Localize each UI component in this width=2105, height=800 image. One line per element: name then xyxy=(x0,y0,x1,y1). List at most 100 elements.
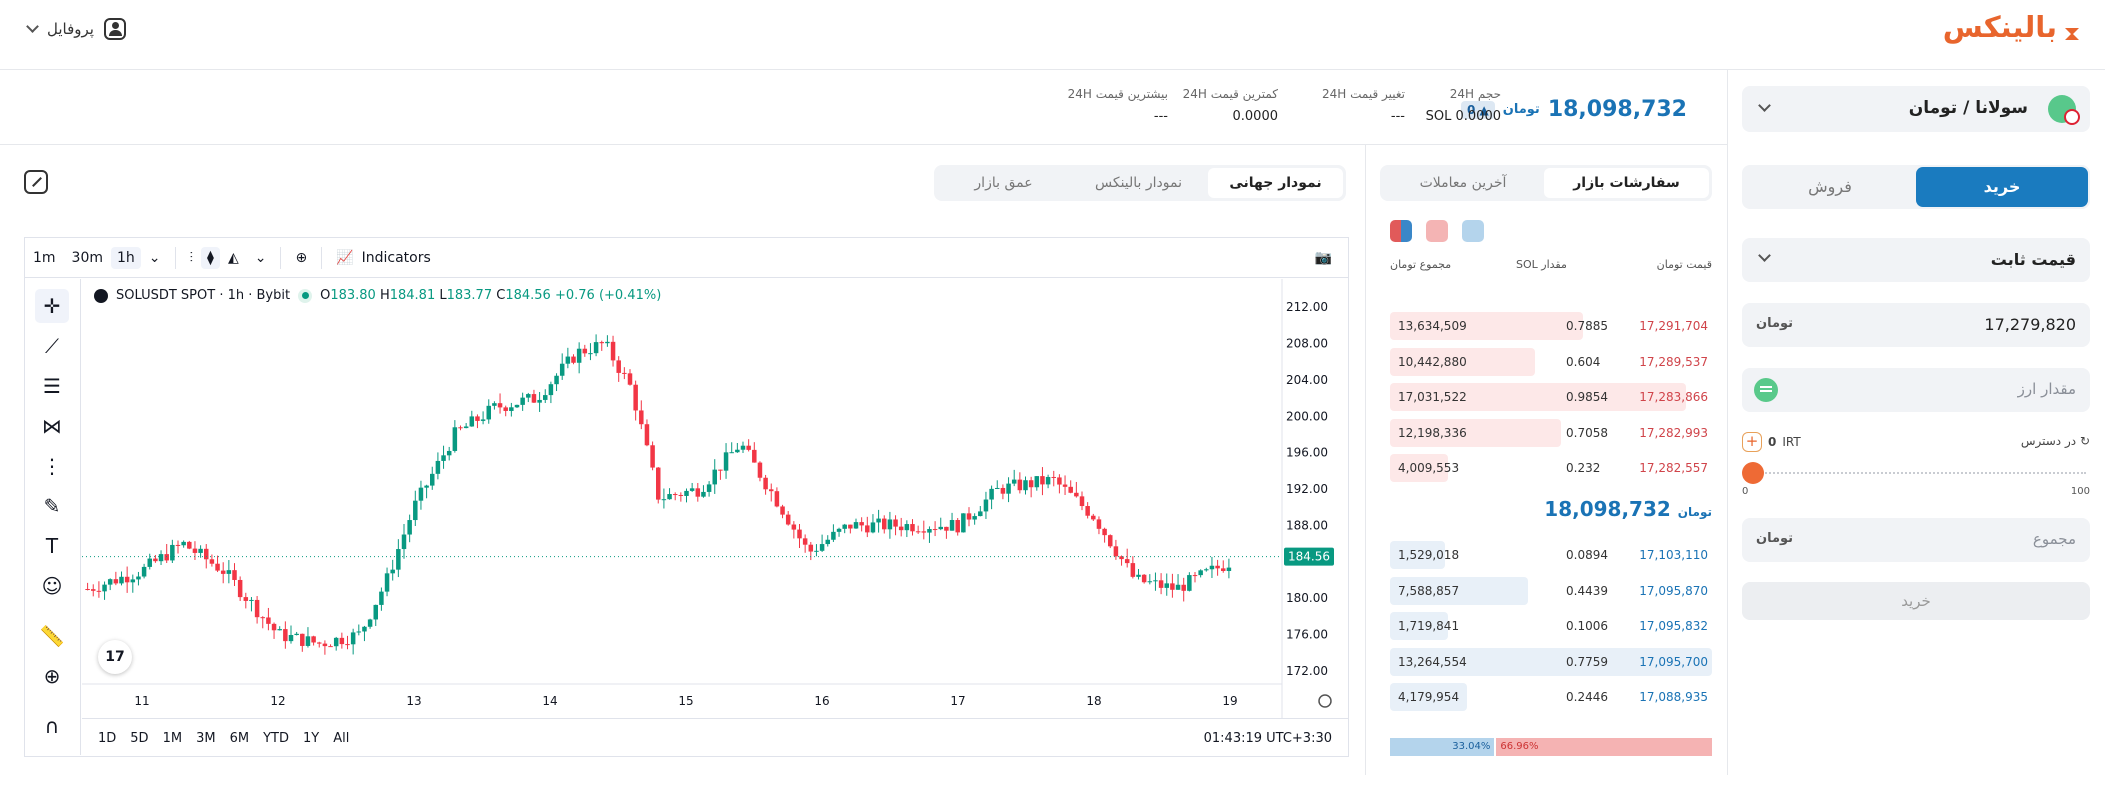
candle-body xyxy=(1130,563,1136,577)
candle-body xyxy=(1085,506,1090,516)
tab-market-depth[interactable]: عمق بازار xyxy=(974,175,1033,191)
amount-slider[interactable]: 0 100 xyxy=(1742,462,2090,497)
candle-body xyxy=(848,524,853,529)
view-asks-icon[interactable] xyxy=(1426,220,1448,242)
profile-label: پروفایل xyxy=(47,20,94,38)
candle-body xyxy=(972,516,977,520)
tab-balinex-chart[interactable]: نمودار بالینکس xyxy=(1094,175,1182,191)
symbol-label[interactable]: SOLUSDT SPOT · 1h · Bybit xyxy=(116,288,291,303)
ask-row[interactable]: 17,291,704 0.7885 13,634,509 xyxy=(1390,312,1712,340)
candle-body xyxy=(825,539,830,545)
trendline-icon[interactable]: ⟋ xyxy=(45,334,59,358)
ask-row[interactable]: 17,282,557 0.232 4,009,553 xyxy=(1390,454,1712,482)
logo[interactable]: بالینکس xyxy=(1943,10,2083,44)
range-buttons: 1D 5D 1M 3M 6M YTD 1Y All xyxy=(98,731,349,746)
total-input[interactable]: مجموع تومان xyxy=(1742,518,2090,562)
candle-body xyxy=(1023,480,1028,491)
refresh-icon[interactable]: ↻ xyxy=(2079,434,2090,448)
fib-icon[interactable]: ⋮ xyxy=(42,454,62,478)
range-ytd[interactable]: YTD xyxy=(263,731,289,746)
tab-sell[interactable]: فروش xyxy=(1808,177,1852,196)
candle-body xyxy=(396,549,401,570)
y-tick-label: 172.00 xyxy=(1286,664,1328,678)
range-1d[interactable]: 1D xyxy=(98,731,117,746)
expand-icon[interactable] xyxy=(24,170,48,194)
sell-ratio: 66.96% xyxy=(1496,738,1712,756)
candle-body xyxy=(418,487,424,501)
text-icon[interactable]: T xyxy=(45,534,59,558)
y-tick-label: 176.00 xyxy=(1286,627,1328,641)
bar-chart-icon[interactable]: ⫶ xyxy=(189,249,194,266)
range-all[interactable]: All xyxy=(333,731,350,746)
add-compare-icon[interactable]: ⊕ xyxy=(295,249,308,266)
area-chart-icon[interactable]: ◭ xyxy=(227,249,239,266)
amount-input[interactable]: مقدار ارز xyxy=(1742,368,2090,412)
candle-body xyxy=(187,541,192,549)
interval-30m[interactable]: 30m xyxy=(71,249,103,266)
interval-dropdown-icon[interactable]: ⌄ xyxy=(148,249,161,266)
candles-icon[interactable]: ⧫ xyxy=(201,246,220,269)
order-type-select[interactable]: قیمت ثابت xyxy=(1742,238,2090,282)
candle-body xyxy=(119,576,124,584)
candle-body xyxy=(1062,484,1068,487)
camera-icon[interactable]: 📷 xyxy=(1314,249,1332,266)
candle-body xyxy=(571,356,576,363)
candle-body xyxy=(1158,580,1164,588)
utc-clock[interactable]: 01:43:19 UTC+3:30 xyxy=(1203,731,1332,746)
magnet-icon[interactable]: ∩ xyxy=(44,714,60,738)
price-chart[interactable]: 212.00 208.00 204.00 200.00 196.00 192.00 188.… xyxy=(82,279,1348,718)
brush-icon[interactable]: ✎ xyxy=(43,494,61,518)
tab-buy[interactable]: خرید xyxy=(1916,167,2088,207)
interval-1h[interactable]: 1h xyxy=(111,246,141,269)
candle-body xyxy=(729,452,734,454)
slider-handle[interactable] xyxy=(1742,462,1764,484)
pair-selector[interactable]: سولانا / تومان xyxy=(1742,86,2090,132)
range-3m[interactable]: 3M xyxy=(196,731,216,746)
tab-last-trades[interactable]: آخرین معاملات xyxy=(1419,175,1507,191)
range-6m[interactable]: 6M xyxy=(229,731,250,746)
ask-row[interactable]: 17,289,537 0.604 10,442,880 xyxy=(1390,347,1712,376)
ask-amount: 0.604 xyxy=(1566,354,1601,369)
candle-body xyxy=(407,520,412,535)
bid-row[interactable]: 17,103,110 0.0894 1,529,018 xyxy=(1390,541,1712,569)
horizontal-lines-icon[interactable]: ☰ xyxy=(43,374,61,398)
candle-body xyxy=(333,637,339,647)
tab-market-orders[interactable]: سفارشات بازار xyxy=(1544,168,1709,198)
bid-row[interactable]: 17,095,870 0.4439 7,588,857 xyxy=(1390,576,1712,605)
interval-1m[interactable]: 1m xyxy=(33,249,56,266)
candle-body xyxy=(1124,559,1130,564)
bid-row[interactable]: 17,088,935 0.2446 4,179,954 xyxy=(1390,683,1712,711)
candle-body xyxy=(96,590,102,592)
deposit-plus-icon[interactable]: + xyxy=(1742,432,1762,452)
indicators-button[interactable]: Indicators xyxy=(361,249,431,266)
pattern-icon[interactable]: ⋈ xyxy=(42,414,62,438)
indicators-icon[interactable]: 📈 xyxy=(336,249,354,266)
price-input[interactable]: 17,279,820 تومان xyxy=(1742,303,2090,347)
range-5d[interactable]: 5D xyxy=(130,731,149,746)
candle-body xyxy=(1102,528,1107,536)
ask-price: 17,282,557 xyxy=(1639,461,1708,475)
tradingview-logo[interactable]: 17 xyxy=(98,640,132,674)
submit-buy-button[interactable]: خرید xyxy=(1742,582,2090,620)
tab-global-chart[interactable]: نمودار جهانی xyxy=(1208,168,1343,198)
bid-row[interactable]: 17,095,832 0.1006 1,719,841 xyxy=(1390,612,1712,640)
buy-sell-tabs: خرید فروش xyxy=(1742,165,2090,209)
crosshair-icon[interactable]: ✛ xyxy=(35,289,69,323)
candle-body xyxy=(910,524,915,532)
ask-row[interactable]: 17,282,993 0.7058 12,198,336 xyxy=(1390,418,1712,447)
zoom-in-icon[interactable]: ⊕ xyxy=(43,664,61,688)
orderbook-mid-price: تومان 18,098,732 xyxy=(1544,497,1712,521)
range-1m[interactable]: 1M xyxy=(162,731,183,746)
candle-body xyxy=(588,353,593,355)
ask-row[interactable]: 17,283,866 0.9854 17,031,522 xyxy=(1390,383,1712,411)
profile-menu[interactable]: پروفایل xyxy=(26,18,126,40)
range-1y[interactable]: 1Y xyxy=(302,731,320,746)
ruler-icon[interactable]: 📏 xyxy=(39,624,65,648)
candle-body xyxy=(446,450,452,456)
view-bids-icon[interactable] xyxy=(1462,220,1484,242)
bid-row[interactable]: 17,095,700 0.7759 13,264,554 xyxy=(1390,647,1712,676)
coin-list-icon[interactable] xyxy=(1754,378,1778,402)
view-both-icon[interactable] xyxy=(1390,220,1412,242)
chart-type-dropdown-icon[interactable]: ⌄ xyxy=(254,249,267,266)
emoji-icon[interactable]: ☺ xyxy=(41,574,63,598)
